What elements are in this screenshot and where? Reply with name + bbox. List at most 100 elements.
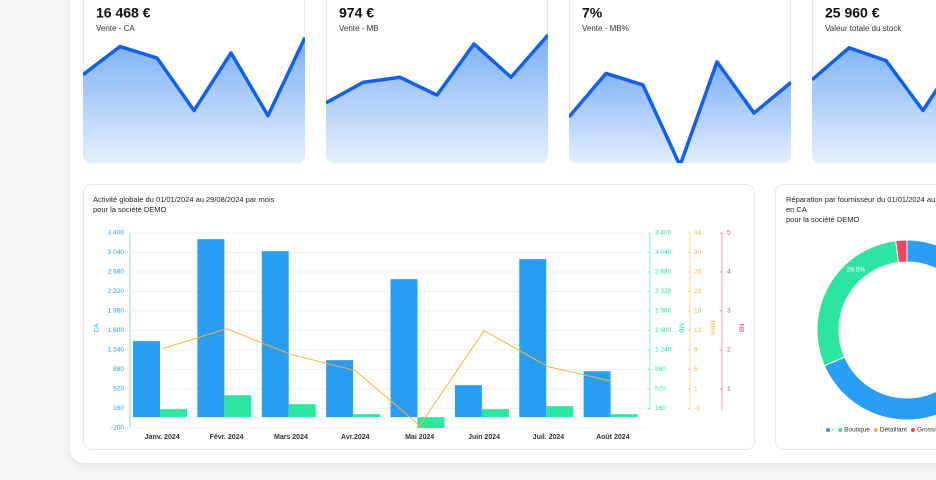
sparkline <box>812 36 936 163</box>
y-tick-label: 26 <box>694 269 702 276</box>
y-tick-label: 2 680 <box>108 269 125 276</box>
x-tick-label: Juil. 2024 <box>533 434 565 441</box>
bar <box>288 404 316 418</box>
donut-slice <box>823 239 936 421</box>
bar <box>326 360 354 418</box>
chart-title: Activité globale du 01/01/2024 au 29/08/… <box>93 195 275 204</box>
legend-swatch <box>910 428 915 432</box>
legend-label: Détaillant <box>880 427 907 434</box>
sparkline <box>83 36 305 163</box>
kpi-value: 7% <box>582 5 603 21</box>
y-tick-label: 880 <box>113 366 124 373</box>
legend-swatch <box>826 428 830 432</box>
bar <box>519 259 547 418</box>
y-tick-label: 22 <box>694 288 702 295</box>
bar <box>353 414 381 418</box>
kpi-value: 25 960 € <box>825 5 880 21</box>
y-tick-label: 1 <box>694 386 698 393</box>
kpi-label: Vente - MB <box>339 24 379 33</box>
chart-title: en CA <box>786 205 807 214</box>
bar <box>546 406 574 418</box>
kpi-label: Valeur totale du stock <box>825 24 902 33</box>
y-tick-label: 9 <box>694 347 698 354</box>
y-tick-label: 1 960 <box>108 308 125 315</box>
kpi-label: Vente - CA <box>96 24 135 33</box>
sparkline-area <box>326 35 548 163</box>
sparkline-area <box>83 37 305 163</box>
y-tick-label: 30 <box>694 249 702 256</box>
y-tick-label: 880 <box>655 366 666 373</box>
chart-title: pour la société DEMO <box>786 215 860 224</box>
y-tick-label: 3 400 <box>655 230 672 237</box>
y-tick-label: 3 400 <box>108 230 125 237</box>
y-tick-label: 3 040 <box>108 249 125 256</box>
y-tick-label: 34 <box>694 230 702 237</box>
sparkline-line <box>326 33 548 105</box>
chart-title: Réparation par fournisseur du 01/01/2024… <box>786 195 936 204</box>
sparkline-line <box>569 60 791 163</box>
y-tick-label: 3 <box>727 308 731 315</box>
y-tick-label: 3 040 <box>655 249 672 256</box>
y-tick-label: 1 <box>727 386 731 393</box>
y-tick-label: 1 600 <box>655 327 672 334</box>
y-tick-label: 1 960 <box>655 308 672 315</box>
axis-label: CA <box>94 323 101 333</box>
sparkline-line <box>83 36 305 118</box>
x-tick-label: Févr. 2024 <box>210 434 244 441</box>
bar <box>133 341 160 418</box>
line <box>162 328 613 427</box>
bar <box>481 409 509 418</box>
sparkline <box>326 33 548 163</box>
y-tick-label: 1 240 <box>655 347 672 354</box>
bar <box>610 414 638 418</box>
x-tick-label: Mars 2024 <box>274 434 308 441</box>
sparkline-line <box>812 36 936 118</box>
bar <box>160 409 187 418</box>
y-tick-label: 2 680 <box>655 269 672 276</box>
axis-label: MB% <box>708 320 715 336</box>
bar <box>417 417 445 428</box>
x-tick-label: Août 2024 <box>596 434 630 441</box>
x-tick-label: Mai 2024 <box>405 434 434 441</box>
y-tick-label: -3 <box>694 405 700 412</box>
y-tick-label: 18 <box>694 308 702 315</box>
chart-title: pour la société DEMO <box>93 205 167 214</box>
y-tick-label: 2 320 <box>655 288 672 295</box>
axis-label: MB <box>677 323 684 333</box>
x-tick-label: Avr.2024 <box>341 434 370 441</box>
y-tick-label: 520 <box>113 386 124 393</box>
y-tick-label: 1 240 <box>108 347 125 354</box>
bar <box>197 239 225 418</box>
kpi-label: Vente - MB% <box>582 24 629 33</box>
kpi-value: 974 € <box>339 5 374 21</box>
x-tick-label: Janv. 2024 <box>145 434 180 441</box>
x-tick-label: Juin 2024 <box>468 434 500 441</box>
y-tick-label: 4 <box>727 269 731 276</box>
bar <box>390 279 418 418</box>
slice-label: 29.5% <box>847 266 866 273</box>
sparkline <box>569 60 791 163</box>
legend-swatch <box>838 428 843 432</box>
y-tick-label: 160 <box>655 405 666 412</box>
bar <box>454 385 482 418</box>
y-tick-label: 2 320 <box>108 288 125 295</box>
bar <box>261 251 289 418</box>
y-tick-label: 520 <box>655 386 666 393</box>
y-tick-label: 5 <box>727 230 731 237</box>
y-tick-label: -200 <box>111 425 124 432</box>
y-tick-label: 5 <box>694 366 698 373</box>
y-tick-label: 13 <box>694 327 702 334</box>
y-tick-label: 160 <box>113 405 124 412</box>
y-tick-label: 1 600 <box>108 327 125 334</box>
sparkline-area <box>812 37 936 163</box>
bar <box>224 395 252 418</box>
donut-slice <box>895 239 908 264</box>
bar <box>583 371 611 418</box>
legend-label: - <box>832 427 834 434</box>
legend-label: Grossiste <box>917 427 936 434</box>
y-tick-label: 2 <box>727 347 731 354</box>
legend-swatch <box>873 428 878 432</box>
legend-label: Boutique <box>844 427 870 434</box>
